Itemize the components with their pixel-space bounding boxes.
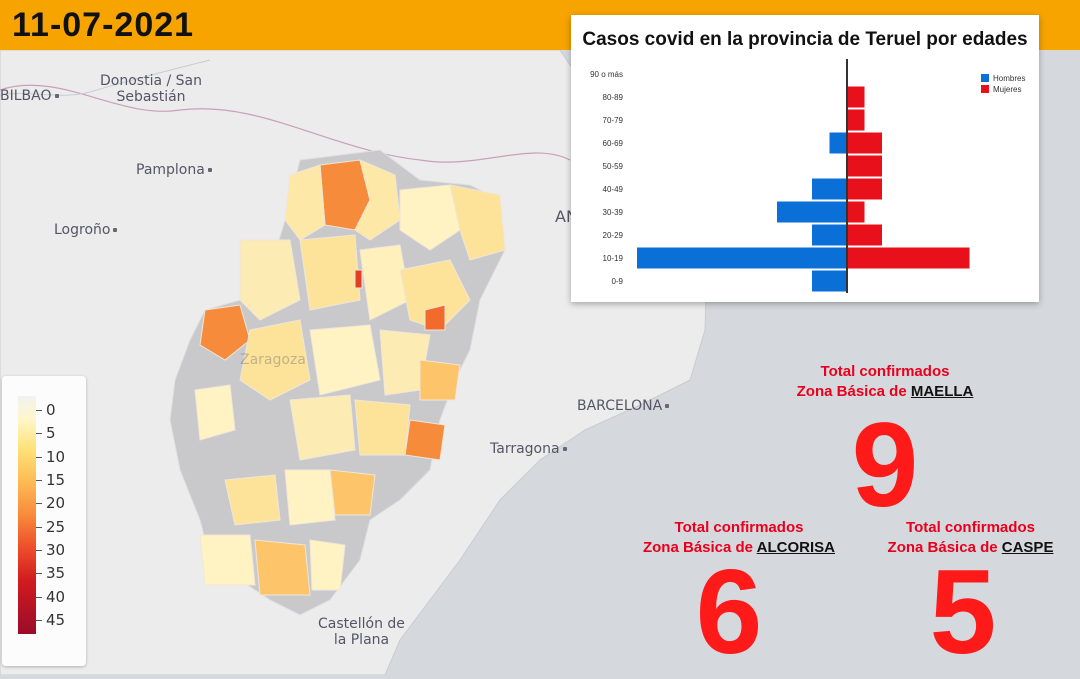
- bar-hombres: [812, 270, 847, 292]
- coast-north: [0, 59, 211, 96]
- legend-tick: [36, 526, 42, 528]
- bar-mujeres: [847, 178, 882, 200]
- legend-entry: Mujeres: [993, 85, 1021, 94]
- bar-hombres: [829, 132, 847, 154]
- bar-hombres: [812, 178, 847, 200]
- zone-subtitle: Zona Básica de ALCORISA: [642, 539, 835, 556]
- legend-label: 15: [46, 471, 66, 489]
- zone-name: MAELLA: [910, 383, 974, 400]
- bar-hombres: [777, 201, 847, 223]
- zone-subtitle: Zona Básica de MAELLA: [796, 383, 974, 400]
- city-label-logrono: Logroño: [54, 222, 118, 238]
- legend-tick: [36, 456, 42, 458]
- legend-label: 20: [46, 494, 66, 513]
- zone-subtitle: Zona Básica de CASPE: [887, 539, 1054, 556]
- legend-tick: [36, 573, 42, 575]
- legend-tick: [36, 550, 42, 551]
- y-tick-label: 50-59: [603, 162, 624, 171]
- bar-mujeres: [847, 247, 970, 269]
- legend-label: 30: [46, 541, 66, 559]
- age-pyramid-chart: Casos covid en la provincia de Teruel po…: [571, 15, 1039, 302]
- legend-swatch: [981, 85, 989, 93]
- y-tick-label: 30-39: [603, 208, 624, 217]
- color-legend: 0 5 10 15 20 25 30 35 40 45: [2, 376, 86, 666]
- legend-tick: [36, 503, 42, 505]
- city-label-tarragona: Tarragona: [490, 441, 567, 457]
- zone-caspe-count: 5: [929, 545, 997, 679]
- legend-swatch: [981, 74, 989, 82]
- y-tick-label: 60-69: [603, 139, 624, 148]
- legend-tick: [36, 620, 42, 621]
- legend-label: 45: [46, 611, 66, 629]
- zone-name: CASPE: [1001, 539, 1054, 556]
- pyramid-svg: 90 o más 80-89 70-79 60-69 50-59 40-49 30-39 20…: [590, 59, 1025, 293]
- city-label-donostia: Donostia / San Sebastián: [100, 73, 202, 105]
- y-tick-label: 0-9: [611, 277, 623, 286]
- bar-hombres: [812, 224, 847, 246]
- bar-mujeres: [847, 201, 865, 223]
- legend-tick: [36, 596, 42, 598]
- bar-mujeres: [847, 109, 865, 131]
- legend-label: 5: [46, 424, 56, 443]
- legend-tick: [36, 480, 42, 481]
- city-label-bilbao: BILBAO: [0, 88, 59, 104]
- city-label-zaragoza: Zaragoza: [240, 352, 306, 368]
- chart-title: Casos covid en la provincia de Teruel po…: [582, 29, 1028, 50]
- zone-title: Total confirmados: [820, 363, 950, 380]
- legend-gradient-bar: [18, 396, 36, 634]
- france-border: [0, 84, 571, 163]
- legend-label: 0: [46, 401, 56, 419]
- bar-mujeres: [847, 132, 882, 154]
- zone-maella-count: 9: [851, 398, 919, 532]
- bar-hombres: [637, 247, 847, 269]
- y-tick-label: 20-29: [603, 231, 624, 240]
- legend-entry: Hombres: [993, 74, 1025, 83]
- zone-caspe-heading: Total confirmados Zona Básica de CASPE: [878, 518, 1063, 558]
- y-tick-label: 90 o más: [590, 70, 623, 79]
- regions: [194, 159, 506, 596]
- zone-maella-heading: Total confirmados Zona Básica de MAELLA: [780, 362, 990, 402]
- zone-alcorisa-count: 6: [695, 545, 763, 679]
- legend-label: 25: [46, 517, 66, 536]
- legend-label: 35: [46, 564, 66, 583]
- legend-label: 10: [46, 447, 66, 466]
- y-tick-label: 70-79: [603, 116, 624, 125]
- legend-tick: [36, 410, 42, 411]
- y-tick-label: 10-19: [603, 254, 624, 263]
- zone-alcorisa-heading: Total confirmados Zona Básica de ALCORIS…: [634, 518, 844, 558]
- y-tick-label: 80-89: [603, 93, 624, 102]
- zone-title: Total confirmados: [906, 519, 1035, 536]
- y-tick-label: 40-49: [603, 185, 624, 194]
- city-label-castellon: Castellón de la Plana: [318, 616, 405, 648]
- city-label-pamplona: Pamplona: [136, 162, 212, 178]
- zone-name: ALCORISA: [756, 539, 835, 556]
- date-label: 11-07-2021: [0, 0, 211, 50]
- bar-mujeres: [847, 224, 882, 246]
- city-label-barcelona: BARCELONA: [577, 398, 670, 414]
- bar-mujeres: [847, 155, 882, 177]
- legend-tick: [36, 433, 42, 435]
- legend-label: 40: [46, 587, 66, 606]
- bar-mujeres: [847, 86, 865, 108]
- zone-title: Total confirmados: [674, 519, 804, 536]
